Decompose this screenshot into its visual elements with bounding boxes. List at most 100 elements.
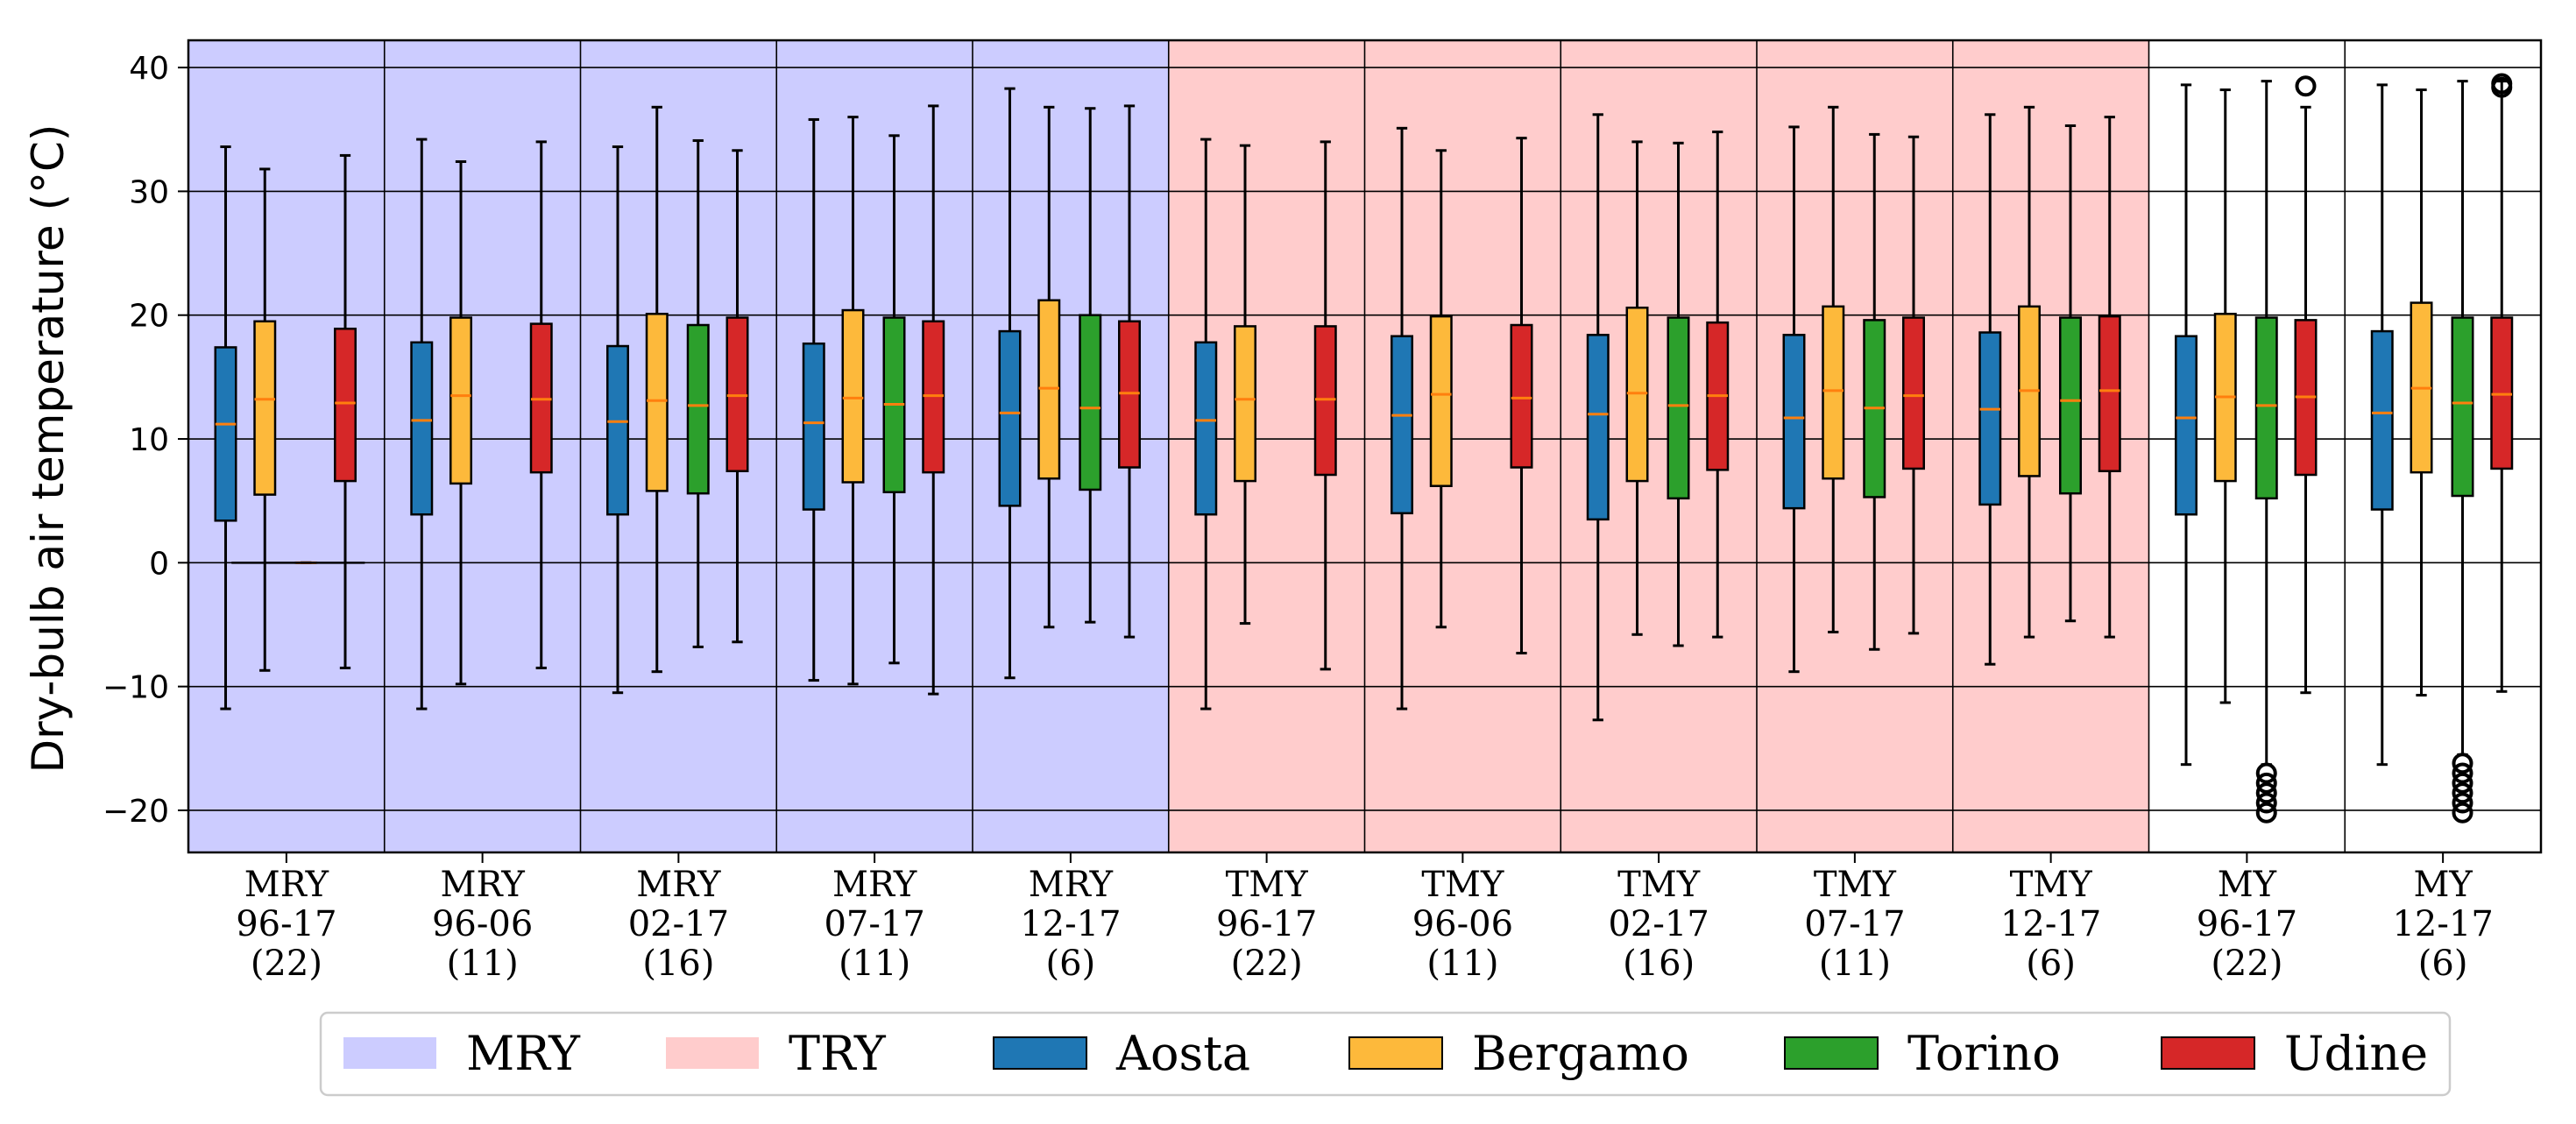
axes: −20 −10 0 10 20 30 40 MRY 96-17 (22) MRY 96-06 (11) M… [103,39,2543,984]
box-body [1391,335,1414,515]
box-bergamo [449,159,473,686]
x-tick-label: MRY 96-06 (11) [432,865,533,984]
box-aosta [214,145,237,710]
box-body [214,346,237,522]
box-body [1234,325,1257,483]
legend-label-udine: Udine [2284,1026,2428,1081]
box-body [410,341,434,516]
y-axis-title: Dry-bulb air temperature (°C) [23,124,74,774]
box-body [1902,316,1925,470]
legend-swatch-mry [343,1037,436,1069]
box-bergamo [2213,88,2237,704]
box-udine [529,140,553,669]
box-body [1586,334,1610,521]
box-bergamo [253,167,277,672]
box-udine [2294,75,2318,695]
box-udine [1706,131,1730,639]
outlier-point [2295,75,2317,97]
box-aosta [1194,138,1218,710]
box-body [2254,316,2278,500]
box-bergamo [1037,105,1061,629]
box-torino [1079,107,1102,624]
box-body [841,308,865,484]
box-body [334,328,357,483]
box-body [802,342,825,511]
box-udine [725,149,749,644]
box-bergamo [1429,149,1453,629]
box-body [449,316,473,485]
box-aosta [1586,113,1610,722]
box-udine [334,153,357,669]
x-tick-label: MY 12-17 (6) [2392,865,2493,984]
x-tick-label: MRY 02-17 (16) [628,865,729,984]
box-aosta [1391,126,1414,710]
legend: MRY TRY Aosta Bergamo Torino Udine [319,1011,2452,1097]
box-body [645,313,669,492]
box-body [1429,315,1453,487]
legend-swatch-torino [1784,1036,1879,1070]
outlier-point [2255,762,2277,784]
outlier-point [2452,782,2473,804]
box-body [2059,316,2082,495]
x-tick-label: TMY 12-17 (6) [2000,865,2101,984]
box-body [998,329,1022,507]
box-body [606,344,630,516]
box-body [1510,323,1533,469]
x-tick-label: MRY 12-17 (6) [1020,865,1121,984]
x-tick-label: TMY 96-06 (11) [1412,865,1513,984]
box-aosta [2370,83,2394,767]
outlier-point [2491,73,2513,95]
box-body [1978,331,2002,506]
box-bergamo [645,105,669,674]
outlier-point [2255,772,2277,794]
box-udine [1118,104,1141,639]
box-aosta [1782,125,1806,674]
box-bergamo [2410,88,2433,697]
box-torino [686,138,710,648]
legend-swatch-try [666,1037,759,1069]
x-tick-label: TMY 02-17 (16) [1608,865,1709,984]
plot-frame [187,39,2543,854]
box-torino [2254,80,2278,824]
x-tick-label: MRY 96-17 (22) [236,865,336,984]
box-aosta [410,138,434,710]
box-udine [922,104,945,696]
box-body [2175,335,2198,516]
box-udine [2098,116,2121,639]
gridlines [188,40,2541,852]
box-bergamo [1822,105,1845,633]
y-tick-label: 0 [149,546,169,582]
legend-swatch-udine [2161,1036,2255,1070]
outlier-point [2452,802,2473,824]
outlier-point [2452,753,2473,774]
outlier-point [2452,792,2473,814]
x-tick-label: MY 96-17 (22) [2197,865,2297,984]
box-torino [2451,80,2474,824]
legend-label-torino: Torino [1907,1026,2061,1081]
box-body [1079,314,1102,491]
x-tick-label: TMY 07-17 (11) [1804,865,1905,984]
box-torino [1863,132,1886,651]
box-udine [1902,135,1925,635]
y-tick-label: 20 [129,299,169,335]
box-body [2098,315,2121,473]
y-tick-label: −10 [103,670,169,706]
legend-swatch-bergamo [1348,1036,1443,1070]
box-aosta [2175,83,2198,767]
outlier-point [2255,782,2277,804]
box-bergamo [841,116,865,686]
y-tick-label: −20 [103,794,169,830]
boxes [214,73,2514,824]
legend-label-mry: MRY [466,1026,581,1081]
outlier-point [2452,762,2473,784]
box-aosta [802,117,825,682]
box-body [1194,341,1218,516]
box-bergamo [2018,105,2042,639]
x-tick-label: MRY 07-17 (11) [824,865,924,984]
legend-label-bergamo: Bergamo [1472,1026,1689,1081]
outlier-point [2452,772,2473,794]
box-aosta [1978,113,2002,666]
box-body [1822,305,1845,480]
legend-label-try: TRY [789,1026,887,1081]
